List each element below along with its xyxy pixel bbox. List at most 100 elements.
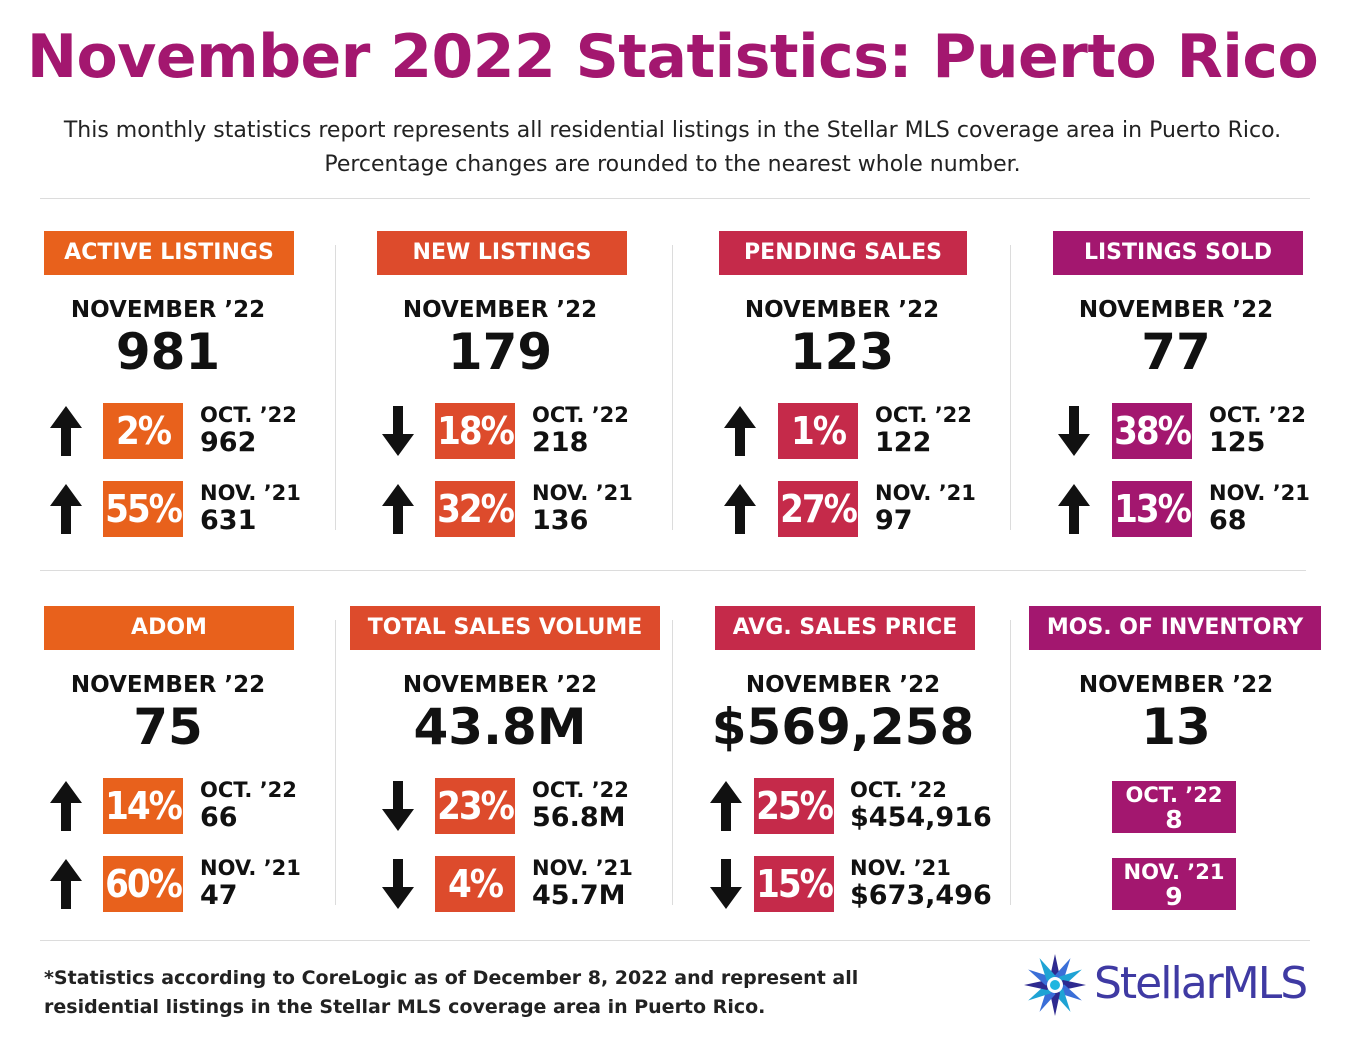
panel-period: NOVEMBER ’22	[1078, 297, 1274, 323]
comparison-value: 56.8M	[532, 802, 626, 833]
comparison-label: OCT. ’22	[532, 403, 629, 427]
panel-value: 13	[1141, 698, 1211, 756]
arrow-up-icon	[50, 406, 82, 456]
panel-period: NOVEMBER ’22	[70, 297, 266, 323]
panel-value: 43.8M	[413, 698, 587, 756]
comparison-row: 13% NOV. ’21 68	[1046, 481, 1345, 537]
comparison-value: 66	[200, 802, 238, 833]
comparison-row: 25% OCT. ’22 $454,916	[698, 778, 998, 834]
arrow-down-icon	[382, 406, 414, 456]
comparison-row: 15% NOV. ’21 $673,496	[698, 856, 998, 912]
comparison-label: NOV. ’21	[532, 856, 633, 880]
comparison-row: 4% NOV. ’21 45.7M	[370, 856, 670, 912]
change-percent: 18%	[435, 403, 515, 459]
comparison-value: 97	[875, 505, 913, 536]
stellar-mls-logo: StellarMLS	[1022, 952, 1312, 1020]
panel-label: PENDING SALES	[719, 231, 967, 275]
comparison-label: NOV. ’21	[850, 856, 951, 880]
arrow-up-icon	[1058, 484, 1090, 534]
comparison-label: OCT. ’22	[200, 403, 297, 427]
comparison-label: OCT. ’22	[1125, 783, 1223, 807]
arrow-up-icon	[724, 484, 756, 534]
panel-label: NEW LISTINGS	[377, 231, 627, 275]
change-percent: 1%	[778, 403, 858, 459]
comparison-value: 9	[1165, 882, 1183, 911]
change-percent: 32%	[435, 481, 515, 537]
comparison-label: NOV. ’21	[1209, 481, 1310, 505]
column-divider	[335, 245, 336, 530]
page-subtitle: This monthly statistics report represent…	[63, 118, 1282, 177]
change-percent: 2%	[103, 403, 183, 459]
panel-value: 75	[133, 698, 203, 756]
panel-label: AVG. SALES PRICE	[715, 606, 975, 650]
comparison-value: 218	[532, 427, 589, 458]
comparison-value: 962	[200, 427, 257, 458]
column-divider	[1010, 245, 1011, 530]
logo-wordmark: StellarMLS	[1094, 958, 1308, 1009]
change-percent: 4%	[435, 856, 515, 912]
panel-period: NOVEMBER ’22	[744, 297, 940, 323]
comparison-row: 60% NOV. ’21 47	[38, 856, 338, 912]
comparison-row: 1% OCT. ’22 122	[712, 403, 1012, 459]
page-title: November 2022 Statistics: Puerto Rico	[26, 22, 1319, 92]
panel-period: NOVEMBER ’22	[1078, 672, 1274, 698]
comparison-value: $454,916	[850, 802, 992, 833]
comparison-label: NOV. ’21	[200, 856, 301, 880]
change-percent: 14%	[103, 778, 183, 834]
comparison-label: NOV. ’21	[875, 481, 976, 505]
arrow-up-icon	[50, 781, 82, 831]
comparison-label: OCT. ’22	[532, 778, 629, 802]
panel-label: TOTAL SALES VOLUME	[350, 606, 660, 650]
comparison-label: OCT. ’22	[875, 403, 972, 427]
change-percent: 27%	[778, 481, 858, 537]
panel-value: 77	[1141, 323, 1211, 381]
comparison-label: OCT. ’22	[200, 778, 297, 802]
arrow-up-icon	[50, 484, 82, 534]
divider-top	[40, 198, 1310, 199]
comparison-row: 55% NOV. ’21 631	[38, 481, 338, 537]
column-divider	[672, 245, 673, 530]
comparison-value: 47	[200, 880, 238, 911]
comparison-value: 8	[1165, 805, 1183, 834]
arrow-up-icon	[382, 484, 414, 534]
comparison-value: 631	[200, 505, 257, 536]
panel-value: 123	[789, 323, 895, 381]
comparison-row: 14% OCT. ’22 66	[38, 778, 338, 834]
panel-period: NOVEMBER ’22	[745, 672, 941, 698]
comparison-row: 2% OCT. ’22 962	[38, 403, 338, 459]
arrow-down-icon	[1058, 406, 1090, 456]
comparison-value: 122	[875, 427, 932, 458]
change-percent: 60%	[103, 856, 183, 912]
comparison-value: 136	[532, 505, 589, 536]
divider-bottom	[40, 940, 1310, 941]
comparison-box: NOV. ’21 9	[1112, 858, 1236, 910]
panel-period: NOVEMBER ’22	[402, 672, 598, 698]
arrow-up-icon	[50, 859, 82, 909]
comparison-row: 38% OCT. ’22 125	[1046, 403, 1345, 459]
column-divider	[1010, 620, 1011, 905]
comparison-label: NOV. ’21	[1123, 860, 1225, 884]
panel-label: ACTIVE LISTINGS	[44, 231, 294, 275]
comparison-value: 125	[1209, 427, 1266, 458]
comparison-value: $673,496	[850, 880, 992, 911]
panel-value: 981	[115, 323, 221, 381]
change-percent: 55%	[103, 481, 183, 537]
arrow-down-icon	[710, 859, 742, 909]
panel-period: NOVEMBER ’22	[402, 297, 598, 323]
comparison-row: 27% NOV. ’21 97	[712, 481, 1012, 537]
arrow-up-icon	[710, 781, 742, 831]
comparison-label: OCT. ’22	[1209, 403, 1306, 427]
change-percent: 23%	[435, 778, 515, 834]
divider-middle	[40, 570, 1306, 571]
panel-value: 179	[447, 323, 553, 381]
panel-label: LISTINGS SOLD	[1053, 231, 1303, 275]
arrow-down-icon	[382, 781, 414, 831]
comparison-box: OCT. ’22 8	[1112, 781, 1236, 833]
panel-value: $569,258	[711, 698, 975, 756]
stellar-star-icon	[1024, 954, 1086, 1016]
comparison-row: 18% OCT. ’22 218	[370, 403, 670, 459]
comparison-label: OCT. ’22	[850, 778, 947, 802]
column-divider	[335, 620, 336, 905]
arrow-up-icon	[724, 406, 756, 456]
arrow-down-icon	[382, 859, 414, 909]
